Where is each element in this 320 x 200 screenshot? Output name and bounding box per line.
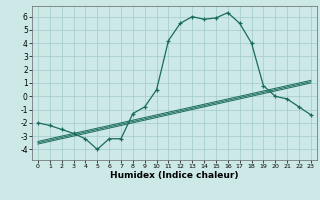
X-axis label: Humidex (Indice chaleur): Humidex (Indice chaleur): [110, 171, 239, 180]
